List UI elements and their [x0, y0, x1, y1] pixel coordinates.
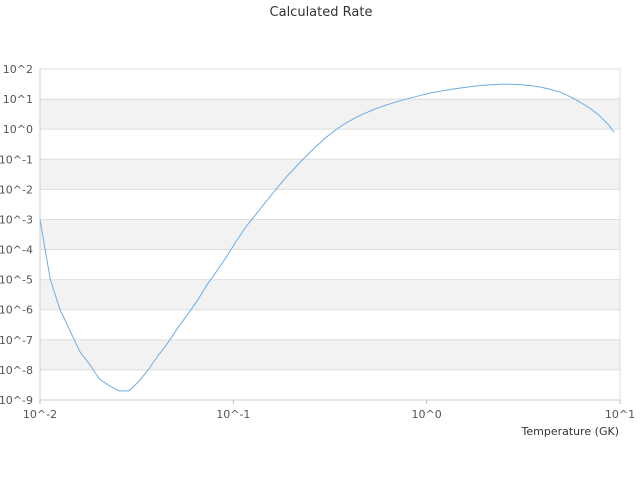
plot-band: [40, 159, 620, 190]
series-line: [39, 83, 615, 392]
y-tick-label: 10^-6: [0, 304, 33, 317]
series-group: [39, 83, 615, 392]
y-tick-label: 10^-9: [0, 394, 33, 407]
x-tick-label: 10^-1: [216, 408, 250, 421]
y-tick-label: 10^-7: [0, 334, 33, 347]
x-axis-title: Temperature (GK): [521, 425, 620, 438]
plot-band: [40, 339, 620, 370]
plot-band: [40, 309, 620, 340]
y-tick-label: 10^0: [3, 123, 33, 136]
y-tick-label: 10^-3: [0, 213, 33, 226]
x-axis-tick-labels: 10^-2 10^-1 10^0 10^1: [23, 408, 635, 421]
x-tick-label: 10^-2: [23, 408, 57, 421]
y-tick-label: 10^-8: [0, 364, 33, 377]
plot-band: [40, 69, 620, 100]
y-axis-tick-labels: 10^-9 10^-8 10^-7 10^-6 10^-5 10^-4 10^-3 10^-2…: [0, 63, 33, 407]
plot-band: [40, 99, 620, 130]
y-tick-label: 10^-5: [0, 274, 33, 287]
chart-title: Calculated Rate: [270, 5, 373, 20]
gridlines: [39, 68, 621, 404]
plot-band: [40, 249, 620, 280]
plot-band: [40, 189, 620, 220]
plot-band: [40, 219, 620, 250]
plot-bands: [40, 69, 620, 400]
y-tick-label: 10^1: [3, 93, 33, 106]
x-tick-label: 10^0: [412, 408, 442, 421]
plot-band: [40, 279, 620, 310]
y-tick-label: 10^-1: [0, 153, 33, 166]
y-tick-label: 10^2: [3, 63, 33, 76]
plot-frame: [39, 69, 621, 401]
y-tick-label: 10^-2: [0, 183, 33, 196]
x-tick-label: 10^1: [605, 408, 635, 421]
plot-band: [40, 369, 620, 400]
y-tick-label: 10^-4: [0, 244, 33, 257]
